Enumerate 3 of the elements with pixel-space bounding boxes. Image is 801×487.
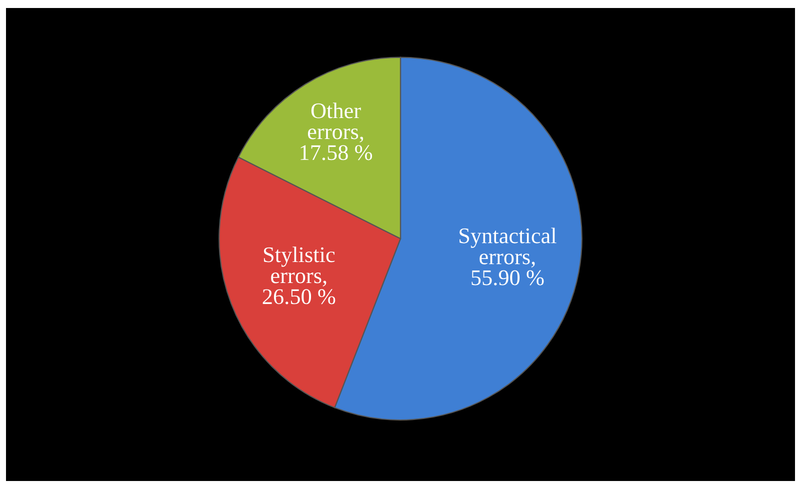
- slice-label: Stylistic errors, 26.50 %: [262, 246, 336, 304]
- slice-label: Other errors, 17.58 %: [300, 102, 372, 160]
- slice-label: Syntactical errors, 55.90 %: [460, 228, 556, 286]
